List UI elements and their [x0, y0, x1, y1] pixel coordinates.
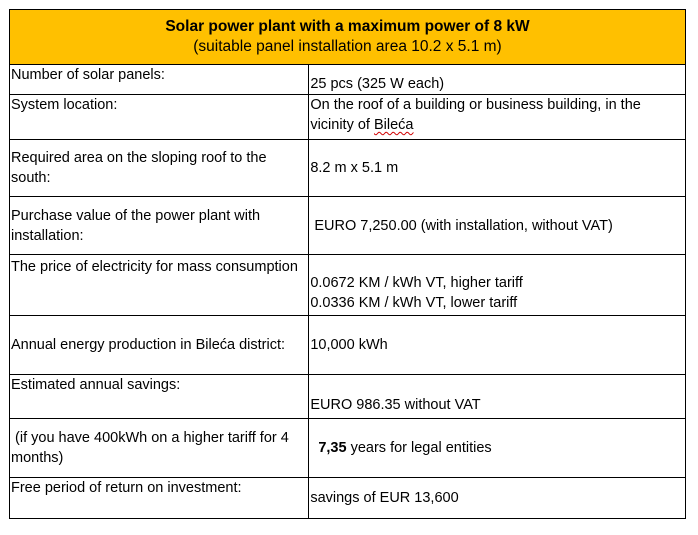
value-text-part: On the roof of a building or business bu… — [310, 97, 641, 133]
value-text-line: 0.0672 KM / kWh VT, higher tariff — [310, 275, 523, 291]
value-cell: savings of EUR 13,600 — [308, 477, 686, 519]
label-cell: Number of solar panels: — [8, 64, 310, 95]
table-row-annual-savings: Estimated annual savings: EURO 986.35 wi… — [8, 374, 686, 419]
value-cell: 25 pcs (325 W each) — [308, 64, 686, 95]
label-text: The price of electricity for mass consum… — [11, 259, 298, 275]
value-text: EURO 7,250.00 (with installation, withou… — [310, 217, 613, 234]
table-subtitle: (suitable panel installation area 10.2 x… — [193, 38, 502, 55]
label-text: Required area on the sloping roof to the… — [11, 150, 267, 186]
label-text: Free period of return on investment: — [11, 480, 242, 496]
table-row-required-area: Required area on the sloping roof to the… — [8, 139, 686, 197]
table-row-purchase-value: Purchase value of the power plant with i… — [8, 196, 686, 255]
label-cell: Required area on the sloping roof to the… — [8, 139, 310, 197]
table-row-solar-panels: Number of solar panels: 25 pcs (325 W ea… — [8, 64, 686, 95]
value-text: years for legal entities — [346, 440, 492, 456]
value-cell: 7,35 years for legal entities — [308, 418, 686, 478]
label-text: Number of solar panels: — [11, 67, 165, 83]
table-header-cell: Solar power plant with a maximum power o… — [9, 9, 686, 65]
table-row-return-period: Free period of return on investment: sav… — [8, 477, 686, 519]
table-header-row: Solar power plant with a maximum power o… — [9, 9, 686, 65]
value-cell: On the roof of a building or business bu… — [308, 94, 686, 140]
value-text: savings of EUR 13,600 — [310, 490, 459, 506]
label-cell: (if you have 400kWh on a higher tariff f… — [8, 418, 310, 478]
value-cell: 0.0672 KM / kWh VT, higher tariff 0.0336… — [308, 254, 686, 316]
label-cell: The price of electricity for mass consum… — [8, 254, 310, 316]
value-text: On the roof of a building or business bu… — [310, 97, 641, 133]
value-cell: 10,000 kWh — [308, 315, 686, 375]
value-cell: EURO 986.35 without VAT — [308, 374, 686, 419]
table-row-annual-production: Annual energy production in Bileća distr… — [8, 315, 686, 375]
label-cell: Annual energy production in Bileća distr… — [8, 315, 310, 375]
payback-years-value: 7,35 — [318, 440, 347, 456]
value-cell: 8.2 m x 5.1 m — [308, 139, 686, 197]
solar-plant-spec-table: Solar power plant with a maximum power o… — [8, 9, 686, 519]
table-row-electricity-price: The price of electricity for mass consum… — [8, 254, 686, 316]
label-text: (if you have 400kWh on a higher tariff f… — [11, 430, 293, 466]
value-cell: EURO 7,250.00 (with installation, withou… — [308, 196, 686, 255]
label-text: System location: — [11, 97, 118, 113]
value-text: EURO 986.35 without VAT — [310, 397, 481, 413]
value-text: 10,000 kWh — [310, 337, 388, 353]
value-text: 25 pcs (325 W each) — [310, 76, 445, 92]
label-text: Annual energy production in Bileća distr… — [11, 337, 286, 353]
label-text: Purchase value of the power plant with i… — [11, 207, 261, 244]
table-title: Solar power plant with a maximum power o… — [165, 18, 530, 35]
label-cell: Free period of return on investment: — [8, 477, 310, 519]
solar-plant-spec-table-container: Solar power plant with a maximum power o… — [8, 9, 686, 522]
label-cell: Estimated annual savings: — [8, 374, 310, 419]
label-cell: System location: — [8, 94, 310, 140]
table-row-higher-tariff: (if you have 400kWh on a higher tariff f… — [8, 418, 686, 478]
value-text-line: 0.0336 KM / kWh VT, lower tariff — [310, 295, 518, 311]
label-cell: Purchase value of the power plant with i… — [8, 196, 310, 255]
table-row-system-location: System location: On the roof of a buildi… — [8, 94, 686, 140]
value-text: 8.2 m x 5.1 m — [310, 160, 399, 176]
spellcheck-marked-word: Bileća — [374, 117, 414, 133]
label-text: Estimated annual savings: — [11, 377, 181, 393]
